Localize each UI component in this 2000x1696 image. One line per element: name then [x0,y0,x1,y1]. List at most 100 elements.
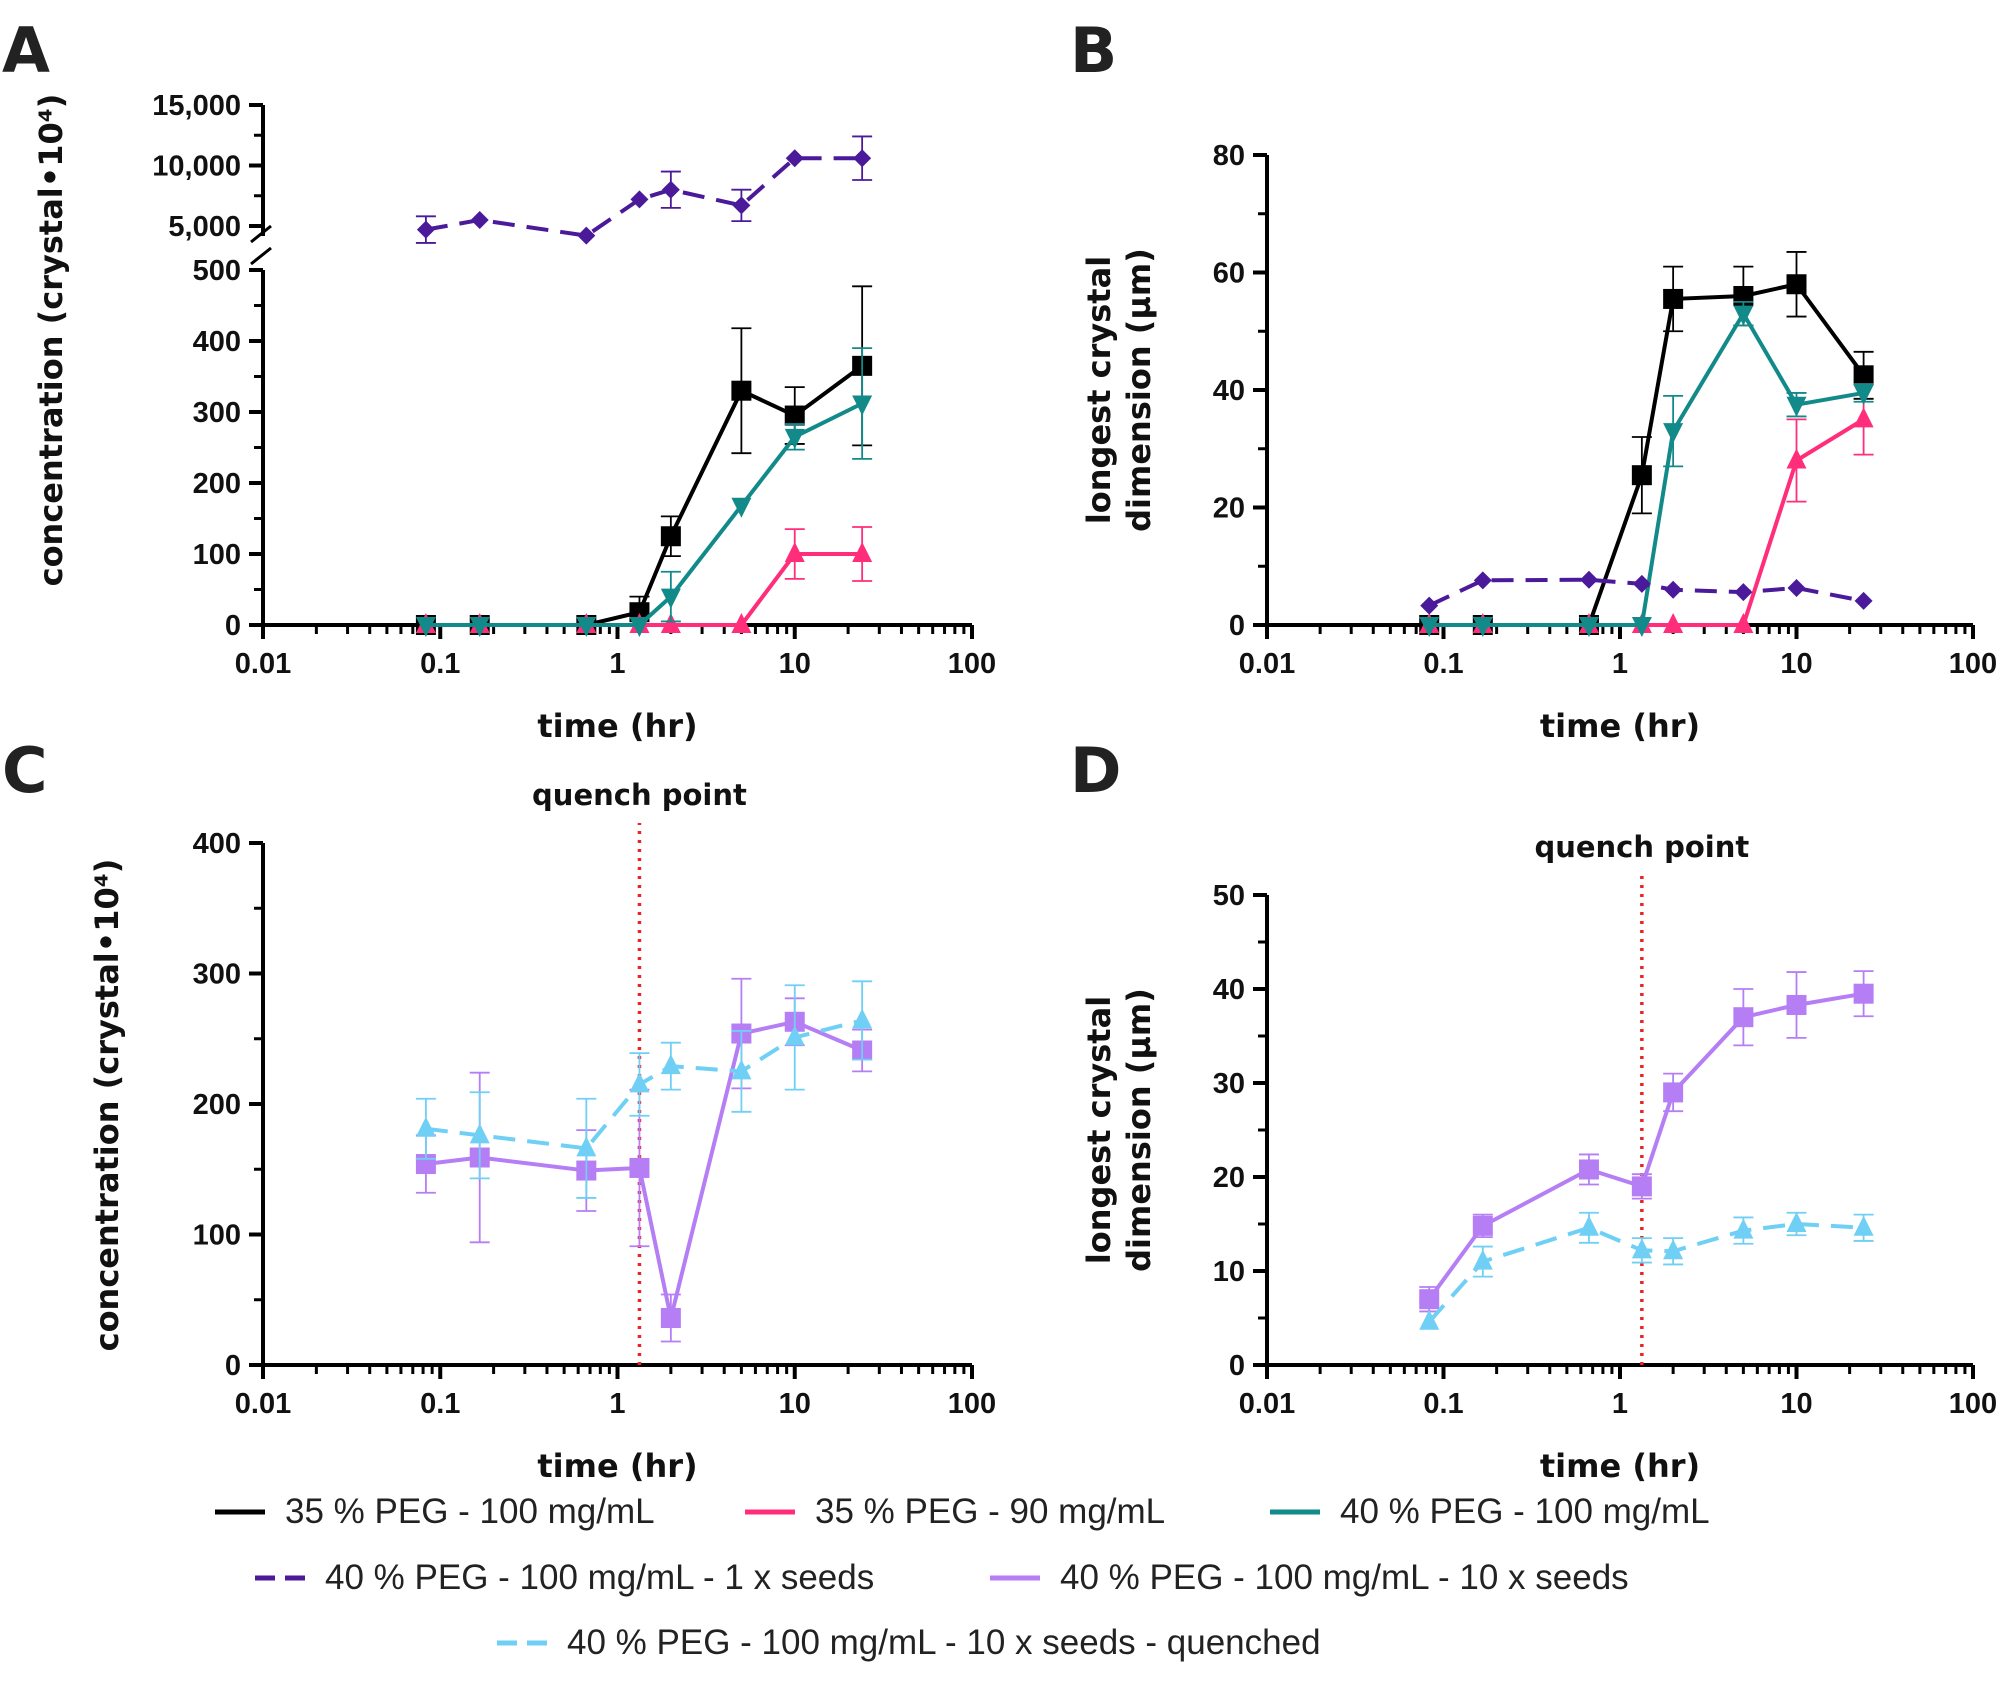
data-point [577,226,596,245]
panel-c-y-axis-title: concentration (crystal•10⁴) [88,859,126,1352]
data-point [1664,580,1683,599]
panel-a-y-tick-label: 15,000 [152,90,241,122]
panel-d-y-tick-label: 50 [1213,880,1245,912]
panel-c-chart: 0.01 0.1 1 10 100 time (hr) 0 100 200 300 400 conce… [88,778,996,1485]
data-point [1733,305,1754,326]
panel-letter-a: A [2,14,50,87]
data-point [785,149,804,168]
panel-a-axis-break-mark [250,224,272,244]
panel-c-y-tick-label: 100 [193,1220,241,1252]
panel-a-y-tick-label: 100 [193,539,241,571]
legend-item-s1: 35 % PEG - 100 mg/mL [215,1492,655,1531]
data-point [731,497,752,518]
data-point [1786,448,1807,469]
panel-d-quench-label: quench point [1534,830,1749,864]
panel-a-y-tick-label: 10,000 [152,151,241,183]
panel-a-series-s3 [415,347,873,637]
panel-c-y-tick-label: 400 [193,828,241,860]
panel-a-y-tick-label: 500 [193,255,241,287]
panel-c-x-tick-label: 0.1 [420,1388,460,1420]
panel-b-x-tick-label: 0.1 [1423,648,1463,680]
data-point [1578,1215,1599,1236]
panel-letter-d: D [1070,734,1121,807]
data-point [576,617,597,637]
panel-b-series-s4 [1420,570,1873,615]
panel-d-y-tick-label: 20 [1213,1162,1245,1194]
panel-c-series-s6 [415,980,873,1199]
data-point [1853,983,1874,1004]
series-line [425,364,864,627]
series-line [425,156,863,238]
data-point [660,613,681,633]
panel-d-chart: 0.01 0.1 1 10 100 time (hr) 0 10 20 30 40 50 longest… [1080,830,1997,1485]
legend-label: 40 % PEG - 100 mg/mL - 10 x seeds - quen… [567,1623,1321,1662]
data-point [1787,578,1806,597]
data-point [852,395,873,416]
legend-item-s2: 35 % PEG - 90 mg/mL [745,1492,1165,1531]
panel-b-y-tick-label: 0 [1229,610,1245,642]
panel-a-x-axis-title: time (hr) [537,707,697,745]
data-point [629,1072,650,1093]
panel-a-x-tick-label: 0.1 [420,648,460,680]
data-point [852,1008,873,1029]
panel-b-y-axis-title: longest crystal [1080,256,1118,524]
panel-a-x-tick-label: 100 [948,648,996,680]
panel-a-y-tick-label: 0 [225,610,241,642]
data-point [784,405,805,426]
data-point [1663,1239,1684,1260]
data-point [469,1123,490,1144]
panel-b-x-tick-label: 10 [1780,648,1812,680]
data-point [1854,591,1873,610]
panel-a-y-tick-label: 200 [193,468,241,500]
panel-a-chart: 0.01 0.1 1 10 100 time (hr) 0 100 200 300 400 500 5,… [32,90,996,745]
panel-a-series-s1 [415,285,873,635]
panel-a-x-tick-label: 10 [779,648,811,680]
panel-a-x-tick-label: 0.01 [235,648,291,680]
legend-label: 40 % PEG - 100 mg/mL [1340,1492,1710,1531]
panel-c-quench-label: quench point [532,778,747,812]
panel-c-x-tick-label: 10 [779,1388,811,1420]
data-point [784,542,805,562]
data-point [1786,396,1807,417]
data-point [784,428,805,449]
data-point [1420,596,1439,615]
data-point [660,588,681,609]
panel-c-x-tick-label: 100 [948,1388,996,1420]
panel-d-y-tick-label: 0 [1229,1350,1245,1382]
panel-d-y-tick-label: 40 [1213,974,1245,1006]
data-point [1631,617,1652,637]
data-point [852,542,873,562]
data-point [1786,1212,1807,1232]
data-point [1472,1249,1493,1270]
data-point [629,1157,650,1178]
data-point [1631,465,1652,486]
data-point [415,1116,436,1137]
data-point [1734,583,1753,602]
series-line [1429,311,1864,627]
panel-c-y-tick-label: 300 [193,959,241,991]
data-point [1578,617,1599,637]
panel-a-axis-break-mark [250,246,272,266]
data-point [1419,1289,1440,1310]
panel-letter-c: C [2,734,48,807]
panel-d-x-tick-label: 0.1 [1423,1388,1463,1420]
data-point [1663,288,1684,309]
data-point [1632,574,1651,593]
panel-a-series-s4 [415,135,873,245]
data-point [630,190,649,209]
data-point [470,210,489,229]
data-point [1631,1176,1652,1197]
data-point [732,196,751,215]
panel-d-x-tick-label: 10 [1780,1388,1812,1420]
data-point [784,1025,805,1046]
data-point [576,1136,597,1157]
data-point [1579,570,1598,589]
legend-label: 40 % PEG - 100 mg/mL - 10 x seeds [1060,1558,1629,1597]
series-line [1428,577,1864,608]
data-point [1473,571,1492,590]
panel-d-x-axis-title: time (hr) [1540,1447,1700,1485]
panel-b-y-tick-label: 40 [1213,375,1245,407]
panel-a-y-axis-title: concentration (crystal•10⁴) [32,94,70,587]
data-point [1853,365,1874,386]
data-point [660,1054,681,1075]
